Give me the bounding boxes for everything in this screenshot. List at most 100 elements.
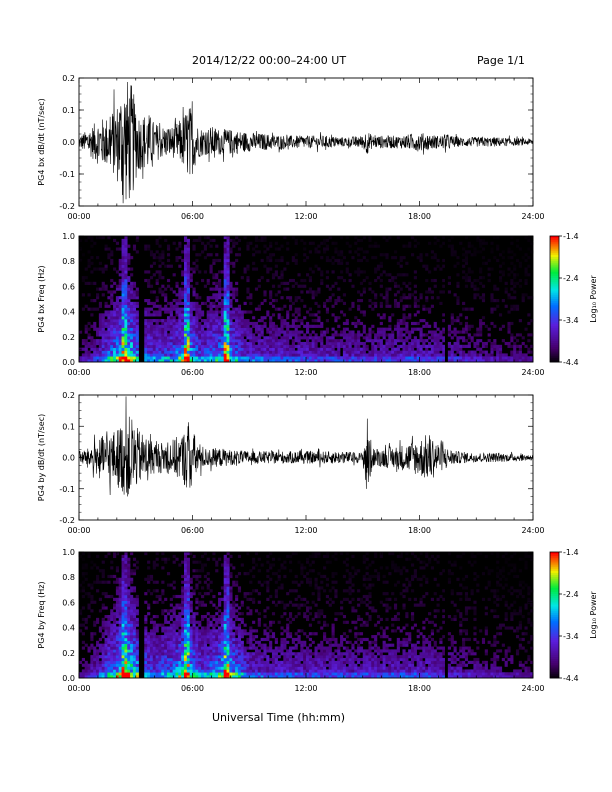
spectrogram-cell <box>127 663 131 667</box>
spectrogram-cell <box>518 347 522 351</box>
spectrogram-cell <box>183 270 188 274</box>
spectrogram-cell <box>186 572 190 576</box>
spectrogram-cell <box>161 557 165 561</box>
spectrogram-cell <box>158 273 162 277</box>
spectrogram-cell <box>155 238 159 243</box>
spectrogram-cell <box>118 583 122 587</box>
spectrogram-cell <box>152 336 156 340</box>
spectrogram-cell <box>166 666 171 670</box>
spectrogram-cell <box>127 267 131 271</box>
spectrogram-cell <box>323 333 327 337</box>
spectrogram-cell <box>178 649 182 653</box>
spectrogram-cell <box>186 287 190 291</box>
spectrogram-cell <box>246 353 250 357</box>
spectrogram-cell <box>428 310 432 314</box>
spectrogram-cell <box>201 586 205 590</box>
spectrogram-cell <box>243 333 247 337</box>
spectrogram-cell <box>291 344 295 348</box>
spectrogram-cell <box>201 657 205 662</box>
spectrogram-cell <box>130 321 134 326</box>
spectrogram-cell <box>118 301 122 306</box>
spectrogram-cell <box>342 333 347 337</box>
spectrogram-cell <box>388 359 392 363</box>
colorbar-segment <box>550 238 559 241</box>
spectrogram-cell <box>135 597 139 601</box>
spectrogram-cell <box>192 554 196 559</box>
spectrogram-cell <box>334 301 338 306</box>
spectrogram-cell <box>93 341 97 346</box>
spectrogram-cell <box>161 669 165 673</box>
spectrogram-cell <box>90 586 94 590</box>
spectrogram-cell <box>169 359 173 363</box>
spectrogram-cell <box>93 623 97 627</box>
spectrogram-cell <box>186 603 190 607</box>
spectrogram-cell <box>237 307 242 311</box>
spectrogram-cell <box>192 626 196 630</box>
spectrogram-cell <box>135 660 139 664</box>
spectrogram-cell <box>419 339 423 343</box>
spectrogram-cell <box>87 321 91 326</box>
spectrogram-cell <box>218 660 222 664</box>
spectrogram-cell <box>155 629 159 633</box>
spectrogram-cell <box>121 632 125 636</box>
spectrogram-cell <box>121 629 125 633</box>
spectrogram-cell <box>152 304 156 308</box>
spectrogram-cell <box>220 663 225 667</box>
spectrogram-cell <box>107 330 111 334</box>
spectrogram-cell <box>212 629 216 633</box>
spectrogram-cell <box>218 672 222 676</box>
spectrogram-cell <box>186 580 190 584</box>
spectrogram-cell <box>164 646 168 650</box>
spectrogram-cell <box>382 253 386 257</box>
spectrogram-cell <box>484 241 488 245</box>
spectrogram-cell <box>172 615 176 619</box>
spectrogram-cell <box>294 253 298 257</box>
spectrogram-cell <box>206 592 210 596</box>
spectrogram-cell <box>113 574 117 579</box>
spectrogram-cell <box>286 287 290 291</box>
spectrogram-cell <box>442 241 446 245</box>
spectrogram-cell <box>166 247 171 251</box>
spectrogram-cell <box>229 324 233 328</box>
spectrogram-cell <box>101 236 105 240</box>
spectrogram-cell <box>124 307 128 311</box>
spectrogram-cell <box>490 321 494 326</box>
spectrogram-cell <box>98 287 102 291</box>
spectrogram-cell <box>476 236 480 240</box>
spectrogram-cell <box>487 333 491 337</box>
spectrogram-cell <box>135 238 139 243</box>
spectrogram-cell <box>300 336 304 340</box>
spectrogram-cell <box>178 316 182 320</box>
spectrogram-cell <box>132 321 137 326</box>
spectrogram-cell <box>209 669 213 673</box>
spectrogram-cell <box>223 250 227 254</box>
y-tick-label: 0.2 <box>62 391 75 400</box>
spectrogram-cell <box>124 617 128 622</box>
spectrogram-cell <box>121 620 125 624</box>
spectrogram-cell <box>164 356 168 360</box>
spectrogram-cell <box>147 307 151 311</box>
spectrogram-cell <box>135 236 139 240</box>
spectrogram-cell <box>235 241 239 245</box>
spectrogram-cell <box>169 304 173 308</box>
spectrogram-cell <box>132 620 137 624</box>
spectrogram-cell <box>266 356 270 360</box>
spectrogram-cell <box>481 341 486 346</box>
colorbar-segment <box>550 288 559 291</box>
spectrogram-cell <box>362 250 366 254</box>
spectrogram-cell <box>300 319 304 323</box>
spectrogram-cell <box>473 250 477 254</box>
spectrogram-cell <box>115 652 120 656</box>
spectrogram-cell <box>166 333 171 337</box>
spectrogram-cell <box>331 333 335 337</box>
spectrogram-cell <box>130 589 134 593</box>
spectrogram-cell <box>186 347 190 351</box>
spectrogram-cell <box>362 350 366 354</box>
spectrogram-cell <box>212 350 216 354</box>
spectrogram-cell <box>385 350 389 354</box>
spectrogram-cell <box>206 632 210 636</box>
spectrogram-cell <box>382 296 386 300</box>
spectrogram-cell <box>175 344 179 348</box>
spectrogram-cell <box>473 341 477 346</box>
spectrogram-cell <box>87 350 91 354</box>
